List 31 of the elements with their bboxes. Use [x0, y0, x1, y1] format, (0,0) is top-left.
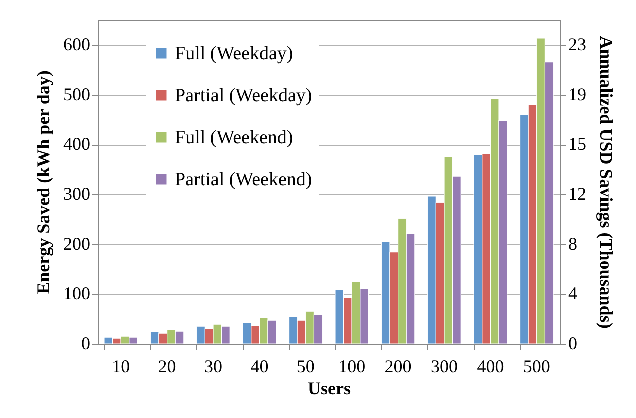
y-tick-label: 500: [64, 84, 90, 104]
x-tick-label: 200: [384, 356, 412, 376]
y2-tick-label: 8: [568, 234, 578, 254]
x-tick-label: 100: [338, 356, 366, 376]
x-tick-label: 50: [296, 356, 315, 376]
x-tick-label: 20: [158, 356, 176, 376]
y-tick-label: 0: [82, 334, 90, 354]
y2-tick-label: 0: [568, 334, 578, 354]
y2-tick-label: 4: [568, 284, 578, 304]
y-tick-label: 200: [64, 234, 90, 254]
x-tick-label: 500: [523, 356, 550, 376]
x-tick-label: 10: [112, 356, 130, 376]
legend-label: Partial (Weekday): [175, 86, 312, 106]
x-tick-label: 400: [477, 356, 504, 376]
y2-tick-label: 15: [568, 134, 586, 154]
x-tick-label: 30: [204, 356, 222, 376]
x-tick-label: 300: [431, 356, 458, 376]
y-axis-title: Energy Saved (kWh per day): [34, 70, 54, 294]
y-tick-label: 300: [64, 184, 90, 204]
legend-label: Full (Weekday): [175, 44, 294, 64]
y2-axis-title: Annualized USD Savings (Thousands): [596, 36, 616, 329]
y-tick-label: 100: [64, 284, 90, 304]
y2-tick-label: 12: [568, 184, 586, 204]
x-tick-label: 40: [250, 356, 269, 376]
legend-label: Full (Weekend): [175, 128, 294, 148]
y-tick-label: 400: [64, 134, 90, 154]
y-tick-label: 600: [64, 34, 90, 54]
y2-tick-label: 23: [568, 34, 586, 54]
x-axis-title: Users: [308, 378, 351, 398]
legend-label: Partial (Weekend): [175, 170, 312, 190]
y2-tick-label: 19: [568, 84, 586, 104]
